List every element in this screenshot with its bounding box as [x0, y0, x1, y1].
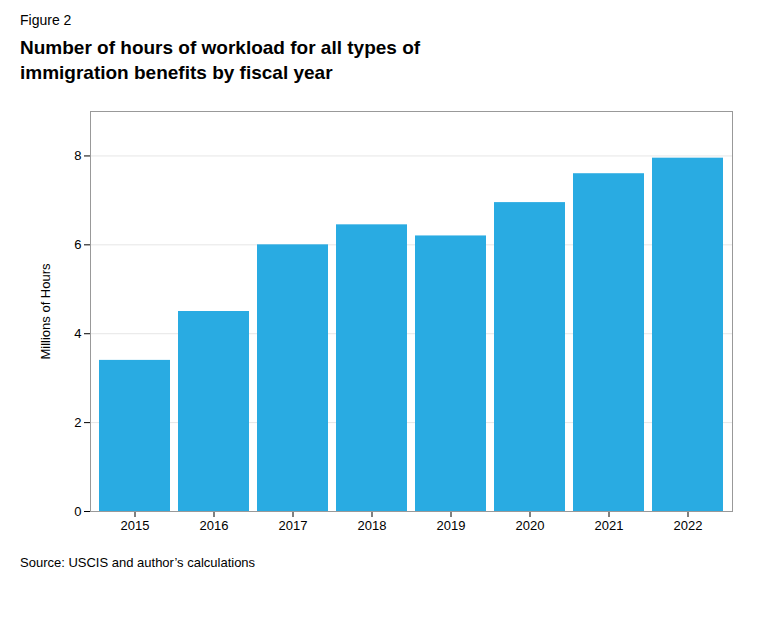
svg-text:6: 6 — [74, 237, 81, 252]
svg-text:8: 8 — [74, 148, 81, 163]
svg-text:4: 4 — [74, 326, 81, 341]
svg-text:2015: 2015 — [121, 518, 150, 533]
svg-text:2017: 2017 — [279, 518, 308, 533]
svg-text:2: 2 — [74, 415, 81, 430]
svg-text:2019: 2019 — [437, 518, 466, 533]
svg-text:2021: 2021 — [595, 518, 624, 533]
svg-text:2016: 2016 — [200, 518, 229, 533]
svg-text:Millions of Hours: Millions of Hours — [38, 263, 53, 360]
svg-text:2018: 2018 — [358, 518, 387, 533]
svg-text:2020: 2020 — [516, 518, 545, 533]
html-text:Source: USCIS and author’s cal: Source: USCIS and author’s calculations — [20, 555, 256, 571]
html-text:Number of hours of workload fo: Number of hours of workload for all type… — [20, 37, 421, 83]
svg-text:0: 0 — [74, 504, 81, 519]
svg-text:2022: 2022 — [674, 518, 703, 533]
html-text:Figure 2: Figure 2 — [20, 12, 72, 28]
